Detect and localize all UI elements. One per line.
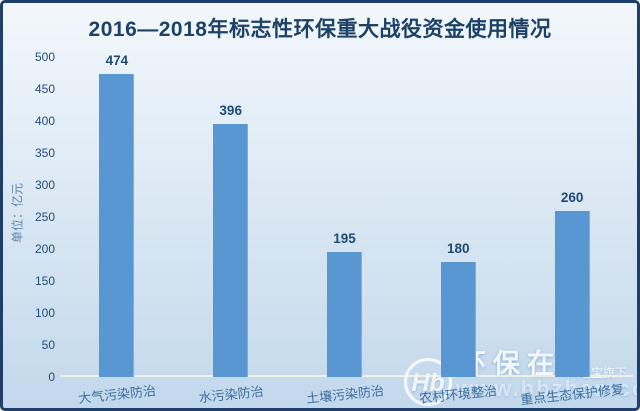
y-tick-label: 50 (41, 338, 55, 352)
x-category-label: 大气污染防治 (77, 382, 157, 407)
bar (213, 123, 249, 377)
x-category-label: 农村环境整治 (418, 382, 498, 407)
y-tick-label: 0 (48, 370, 55, 384)
bar-value-label: 180 (447, 240, 470, 256)
chart-title: 2016—2018年标志性环保重大战役资金使用情况 (88, 18, 552, 41)
y-tick-label: 500 (34, 50, 55, 64)
bar (440, 261, 476, 377)
y-tick-label: 450 (34, 82, 55, 96)
y-tick-label: 400 (34, 114, 55, 128)
y-tick-label: 150 (34, 274, 55, 288)
x-category-label: 重点生态保护修复 (519, 381, 625, 408)
x-category-label: 土壤污染防治 (305, 382, 385, 407)
y-tick-label: 100 (34, 306, 55, 320)
y-tick-label: 200 (34, 242, 55, 256)
x-category-label: 水污染防治 (197, 383, 264, 406)
y-tick-label: 300 (34, 178, 55, 192)
bar-value-label: 195 (333, 231, 356, 247)
y-tick-label: 350 (34, 146, 55, 160)
bar (99, 73, 135, 377)
bar (554, 210, 590, 377)
bar (327, 252, 362, 377)
bar-value-label: 260 (560, 189, 584, 205)
bar-value-label: 474 (105, 52, 129, 68)
y-tick-label: 250 (34, 210, 55, 224)
bar-value-label: 396 (219, 102, 242, 118)
